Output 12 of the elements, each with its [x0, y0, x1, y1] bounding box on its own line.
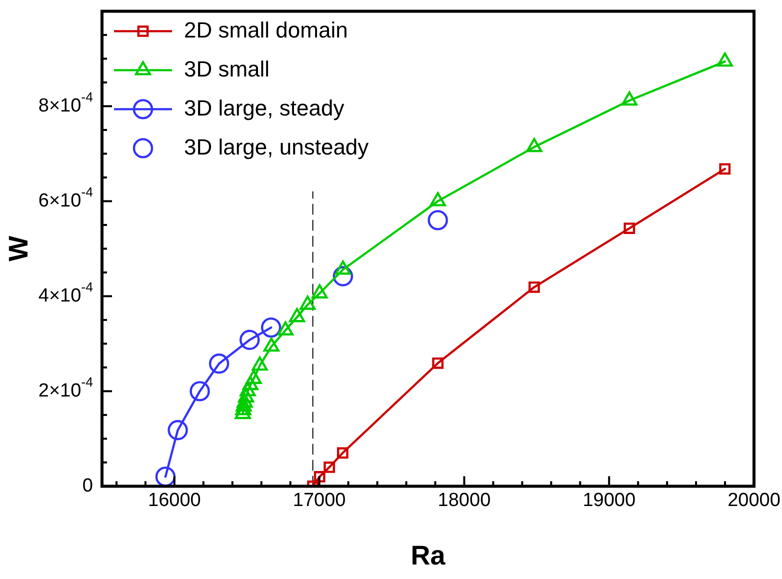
x-tick-label: 17000	[292, 490, 346, 511]
x-tick-label: 18000	[438, 490, 491, 511]
x-tick-label: 19000	[582, 490, 636, 511]
legend-label: 3D small	[184, 56, 270, 82]
legend-label: 3D large, steady	[184, 95, 344, 120]
y-axis-title: W	[4, 235, 34, 262]
y-tick-label: 0	[82, 475, 94, 496]
x-tick-label: 20000	[728, 490, 780, 511]
legend-label: 3D large, unsteady	[184, 134, 369, 160]
x-tick-label: 16000	[148, 490, 201, 511]
x-axis-title: Ra	[410, 540, 446, 570]
legend-label: 2D small domain	[184, 17, 348, 42]
